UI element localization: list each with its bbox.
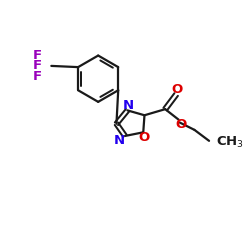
Text: N: N xyxy=(123,98,134,112)
Text: F: F xyxy=(32,60,42,72)
Text: F: F xyxy=(32,49,42,62)
Text: N: N xyxy=(114,134,125,147)
Text: O: O xyxy=(171,83,182,96)
Text: F: F xyxy=(32,70,42,83)
Text: O: O xyxy=(139,131,150,144)
Text: O: O xyxy=(176,118,187,132)
Text: CH$_3$: CH$_3$ xyxy=(216,135,244,150)
